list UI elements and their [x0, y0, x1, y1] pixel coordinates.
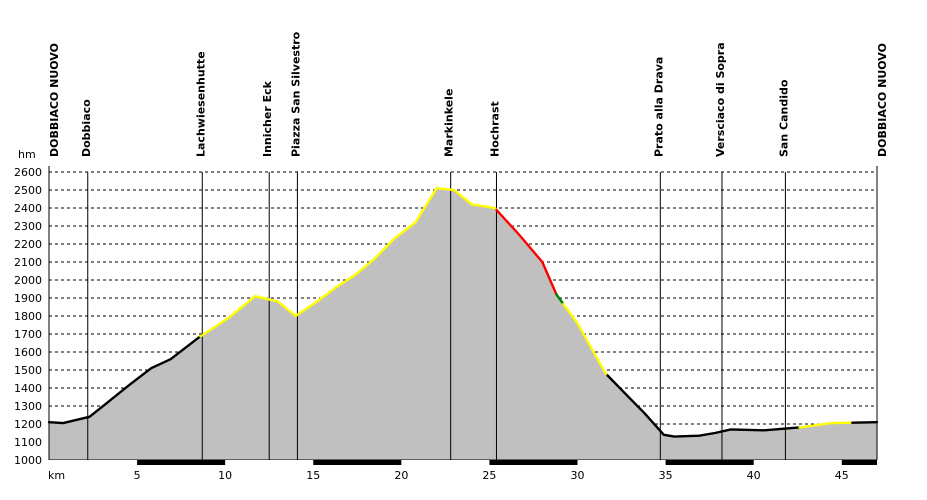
y-axis-label: hm [18, 148, 36, 161]
waypoint-labels: DOBBIACO NUOVO Dobbiaco Lachwiesenhutte Inn… [48, 31, 889, 157]
y-tick-label: 2000 [14, 274, 42, 287]
y-tick-label: 2400 [14, 202, 42, 215]
y-tick-label: 2100 [14, 256, 42, 269]
waypoint-label: Lachwiesenhutte [194, 51, 207, 157]
x-tick-label: 25 [482, 469, 496, 482]
profile-segment [562, 302, 609, 377]
x-tick-label: 35 [659, 469, 673, 482]
waypoint-label: Prato alla Drava [652, 57, 665, 157]
y-tick-label: 1200 [14, 418, 42, 431]
waypoint-label: Innicher Eck [261, 80, 274, 157]
waypoint-label: San Candido [777, 79, 790, 157]
waypoint-label: DOBBIACO NUOVO [876, 43, 889, 157]
distance-bar-block [841, 460, 877, 465]
x-tick-label: 15 [306, 469, 320, 482]
x-tick-label: 20 [394, 469, 408, 482]
distance-bar-block [137, 460, 226, 465]
profile-segment [555, 293, 565, 306]
waypoint-lines [87, 172, 786, 460]
y-tick-label: 2300 [14, 220, 42, 233]
distance-bar-block [313, 460, 402, 465]
profile-segment [47, 335, 202, 425]
y-tick-label: 1300 [14, 400, 42, 413]
y-tick-label: 1100 [14, 436, 42, 449]
waypoint-label: Markinkele [443, 89, 456, 157]
profile-area [49, 188, 877, 460]
profile-line [47, 187, 879, 438]
y-tick-label: 1800 [14, 310, 42, 323]
y-tick-label: 2500 [14, 184, 42, 197]
y-tick-label: 1000 [14, 454, 42, 467]
distance-bar-block [665, 460, 754, 465]
y-tick-label: 1400 [14, 382, 42, 395]
y-tick-label: 2200 [14, 238, 42, 251]
x-tick-label: 10 [218, 469, 232, 482]
y-axis: 1000 1100 1200 1300 1400 1500 1600 1700 1800 1900… [14, 166, 42, 467]
waypoint-label: DOBBIACO NUOVO [48, 43, 61, 157]
x-tick-label: 45 [835, 469, 849, 482]
waypoint-label: Dobbiaco [80, 99, 93, 157]
x-tick-label: 40 [747, 469, 761, 482]
distance-bar-background [49, 460, 877, 465]
y-tick-label: 1900 [14, 292, 42, 305]
x-axis: 5 10 15 20 25 30 35 40 45 [49, 460, 877, 482]
distance-bar-block [489, 460, 578, 465]
profile-segment [495, 208, 558, 296]
y-tick-label: 1500 [14, 364, 42, 377]
x-tick-label: 30 [571, 469, 585, 482]
profile-segment [798, 421, 854, 429]
y-tick-label: 1600 [14, 346, 42, 359]
y-tick-label: 2600 [14, 166, 42, 179]
waypoint-label: Piazza San Silvestro [289, 31, 302, 157]
x-axis-label: km [48, 469, 65, 482]
profile-segment [851, 421, 879, 424]
profile-segment [606, 374, 801, 438]
waypoint-label: Hochrast [488, 101, 501, 157]
waypoint-label: Versciaco di Sopra [714, 42, 727, 157]
y-tick-label: 1700 [14, 328, 42, 341]
profile-segment [199, 187, 498, 338]
x-tick-label: 5 [134, 469, 141, 482]
elevation-area [49, 188, 877, 460]
